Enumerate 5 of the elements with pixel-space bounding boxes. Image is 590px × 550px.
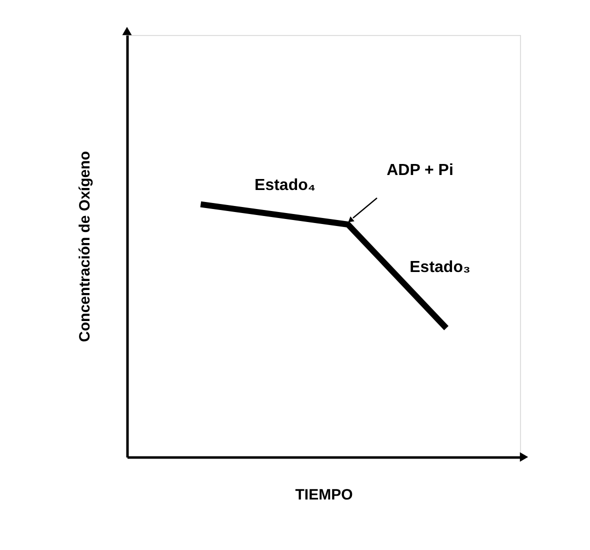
annotation: Estado₃ <box>410 259 470 276</box>
text: ADP + Pi <box>386 162 454 179</box>
y-axis-title: Concentración de Oxígeno <box>76 151 94 342</box>
text: Estado₄ <box>254 177 316 194</box>
x-axis-title: TIEMPO <box>295 486 354 504</box>
